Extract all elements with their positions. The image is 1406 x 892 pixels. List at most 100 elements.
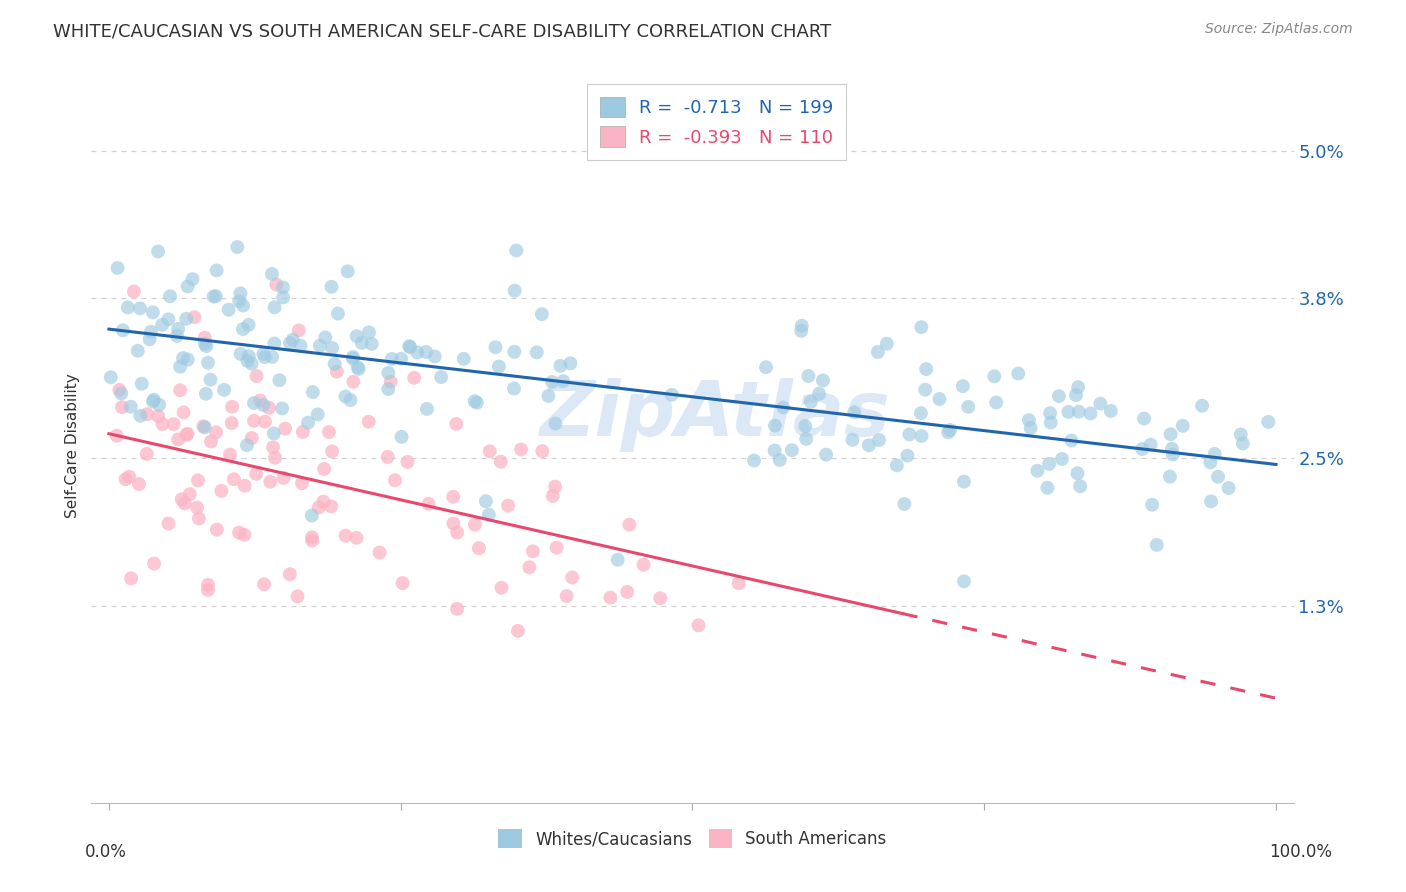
Point: [866, 345, 889, 359]
Point: [517, 560, 540, 574]
Point: [291, 476, 314, 491]
Point: [952, 379, 974, 393]
Point: [1139, 437, 1161, 451]
Point: [314, 330, 336, 344]
Point: [176, 279, 198, 293]
Point: [107, 260, 129, 275]
Point: [1060, 434, 1083, 448]
Point: [127, 343, 149, 358]
Point: [797, 368, 820, 383]
Point: [1090, 397, 1112, 411]
Point: [910, 406, 932, 420]
Point: [157, 516, 180, 531]
Point: [772, 401, 794, 415]
Point: [790, 324, 813, 338]
Point: [287, 590, 309, 604]
Point: [858, 438, 880, 452]
Point: [616, 585, 638, 599]
Point: [202, 289, 225, 303]
Point: [1218, 481, 1240, 495]
Point: [384, 473, 406, 487]
Point: [404, 371, 426, 385]
Point: [1036, 481, 1059, 495]
Point: [503, 382, 526, 396]
Point: [418, 497, 440, 511]
Point: [727, 576, 749, 591]
Text: 0.0%: 0.0%: [84, 843, 127, 861]
Point: [232, 299, 254, 313]
Point: [148, 409, 170, 424]
Point: [350, 335, 373, 350]
Point: [1064, 388, 1087, 402]
Point: [503, 344, 526, 359]
Point: [321, 444, 343, 458]
Point: [157, 312, 180, 326]
Point: [135, 447, 157, 461]
Point: [936, 425, 959, 440]
Point: [197, 356, 219, 370]
Point: [120, 571, 142, 585]
Point: [650, 591, 672, 606]
Point: [252, 347, 274, 361]
Point: [228, 525, 250, 540]
Point: [396, 455, 419, 469]
Point: [1066, 467, 1088, 481]
Point: [114, 472, 136, 486]
Point: [194, 386, 217, 401]
Point: [468, 541, 491, 556]
Point: [263, 336, 285, 351]
Point: [138, 332, 160, 346]
Point: [794, 419, 817, 434]
Point: [441, 516, 464, 531]
Point: [288, 323, 311, 337]
Point: [544, 480, 567, 494]
Point: [209, 483, 232, 498]
Point: [800, 394, 823, 409]
Point: [526, 345, 548, 359]
Point: [342, 350, 364, 364]
Point: [755, 360, 778, 375]
Point: [1099, 404, 1122, 418]
Point: [291, 425, 314, 439]
Point: [181, 272, 204, 286]
Point: [309, 339, 332, 353]
Point: [252, 398, 274, 412]
Point: [269, 373, 291, 387]
Point: [344, 531, 367, 545]
Point: [1159, 469, 1181, 483]
Point: [423, 350, 446, 364]
Point: [541, 489, 564, 503]
Point: [505, 244, 527, 258]
Point: [197, 578, 219, 592]
Text: ZipAtlas: ZipAtlas: [540, 378, 891, 452]
Point: [876, 336, 898, 351]
Point: [1039, 406, 1062, 420]
Point: [177, 352, 200, 367]
Point: [763, 418, 786, 433]
Point: [544, 417, 567, 431]
Point: [915, 362, 938, 376]
Point: [194, 420, 217, 434]
Point: [118, 469, 141, 483]
Point: [169, 384, 191, 398]
Point: [742, 453, 765, 467]
Point: [1133, 411, 1156, 425]
Point: [226, 240, 249, 254]
Point: [301, 530, 323, 544]
Point: [307, 408, 329, 422]
Point: [169, 359, 191, 374]
Point: [312, 494, 335, 508]
Point: [205, 425, 228, 440]
Point: [368, 545, 391, 559]
Point: [278, 336, 301, 351]
Point: [599, 591, 621, 605]
Point: [187, 511, 209, 525]
Point: [335, 529, 357, 543]
Point: [811, 374, 834, 388]
Text: Source: ZipAtlas.com: Source: ZipAtlas.com: [1205, 22, 1353, 37]
Point: [406, 345, 429, 359]
Point: [530, 307, 553, 321]
Point: [478, 444, 501, 458]
Point: [240, 431, 263, 445]
Point: [174, 311, 197, 326]
